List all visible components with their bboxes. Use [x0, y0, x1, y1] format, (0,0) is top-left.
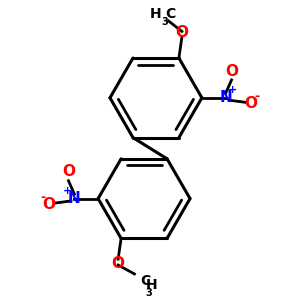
- Text: C: C: [166, 7, 176, 21]
- Text: H: H: [146, 278, 157, 292]
- Text: N: N: [219, 90, 232, 105]
- Text: 3: 3: [161, 17, 168, 27]
- Text: O: O: [244, 96, 257, 111]
- Text: O: O: [176, 25, 188, 40]
- Text: +: +: [228, 85, 238, 95]
- Text: 3: 3: [146, 288, 152, 298]
- Text: +: +: [62, 186, 72, 196]
- Text: N: N: [68, 191, 81, 206]
- Text: H: H: [149, 7, 161, 21]
- Text: O: O: [43, 197, 56, 212]
- Text: O: O: [112, 256, 124, 271]
- Text: C: C: [140, 274, 151, 288]
- Text: -: -: [41, 190, 46, 204]
- Text: O: O: [225, 64, 238, 79]
- Text: O: O: [62, 164, 75, 179]
- Text: -: -: [254, 90, 259, 103]
